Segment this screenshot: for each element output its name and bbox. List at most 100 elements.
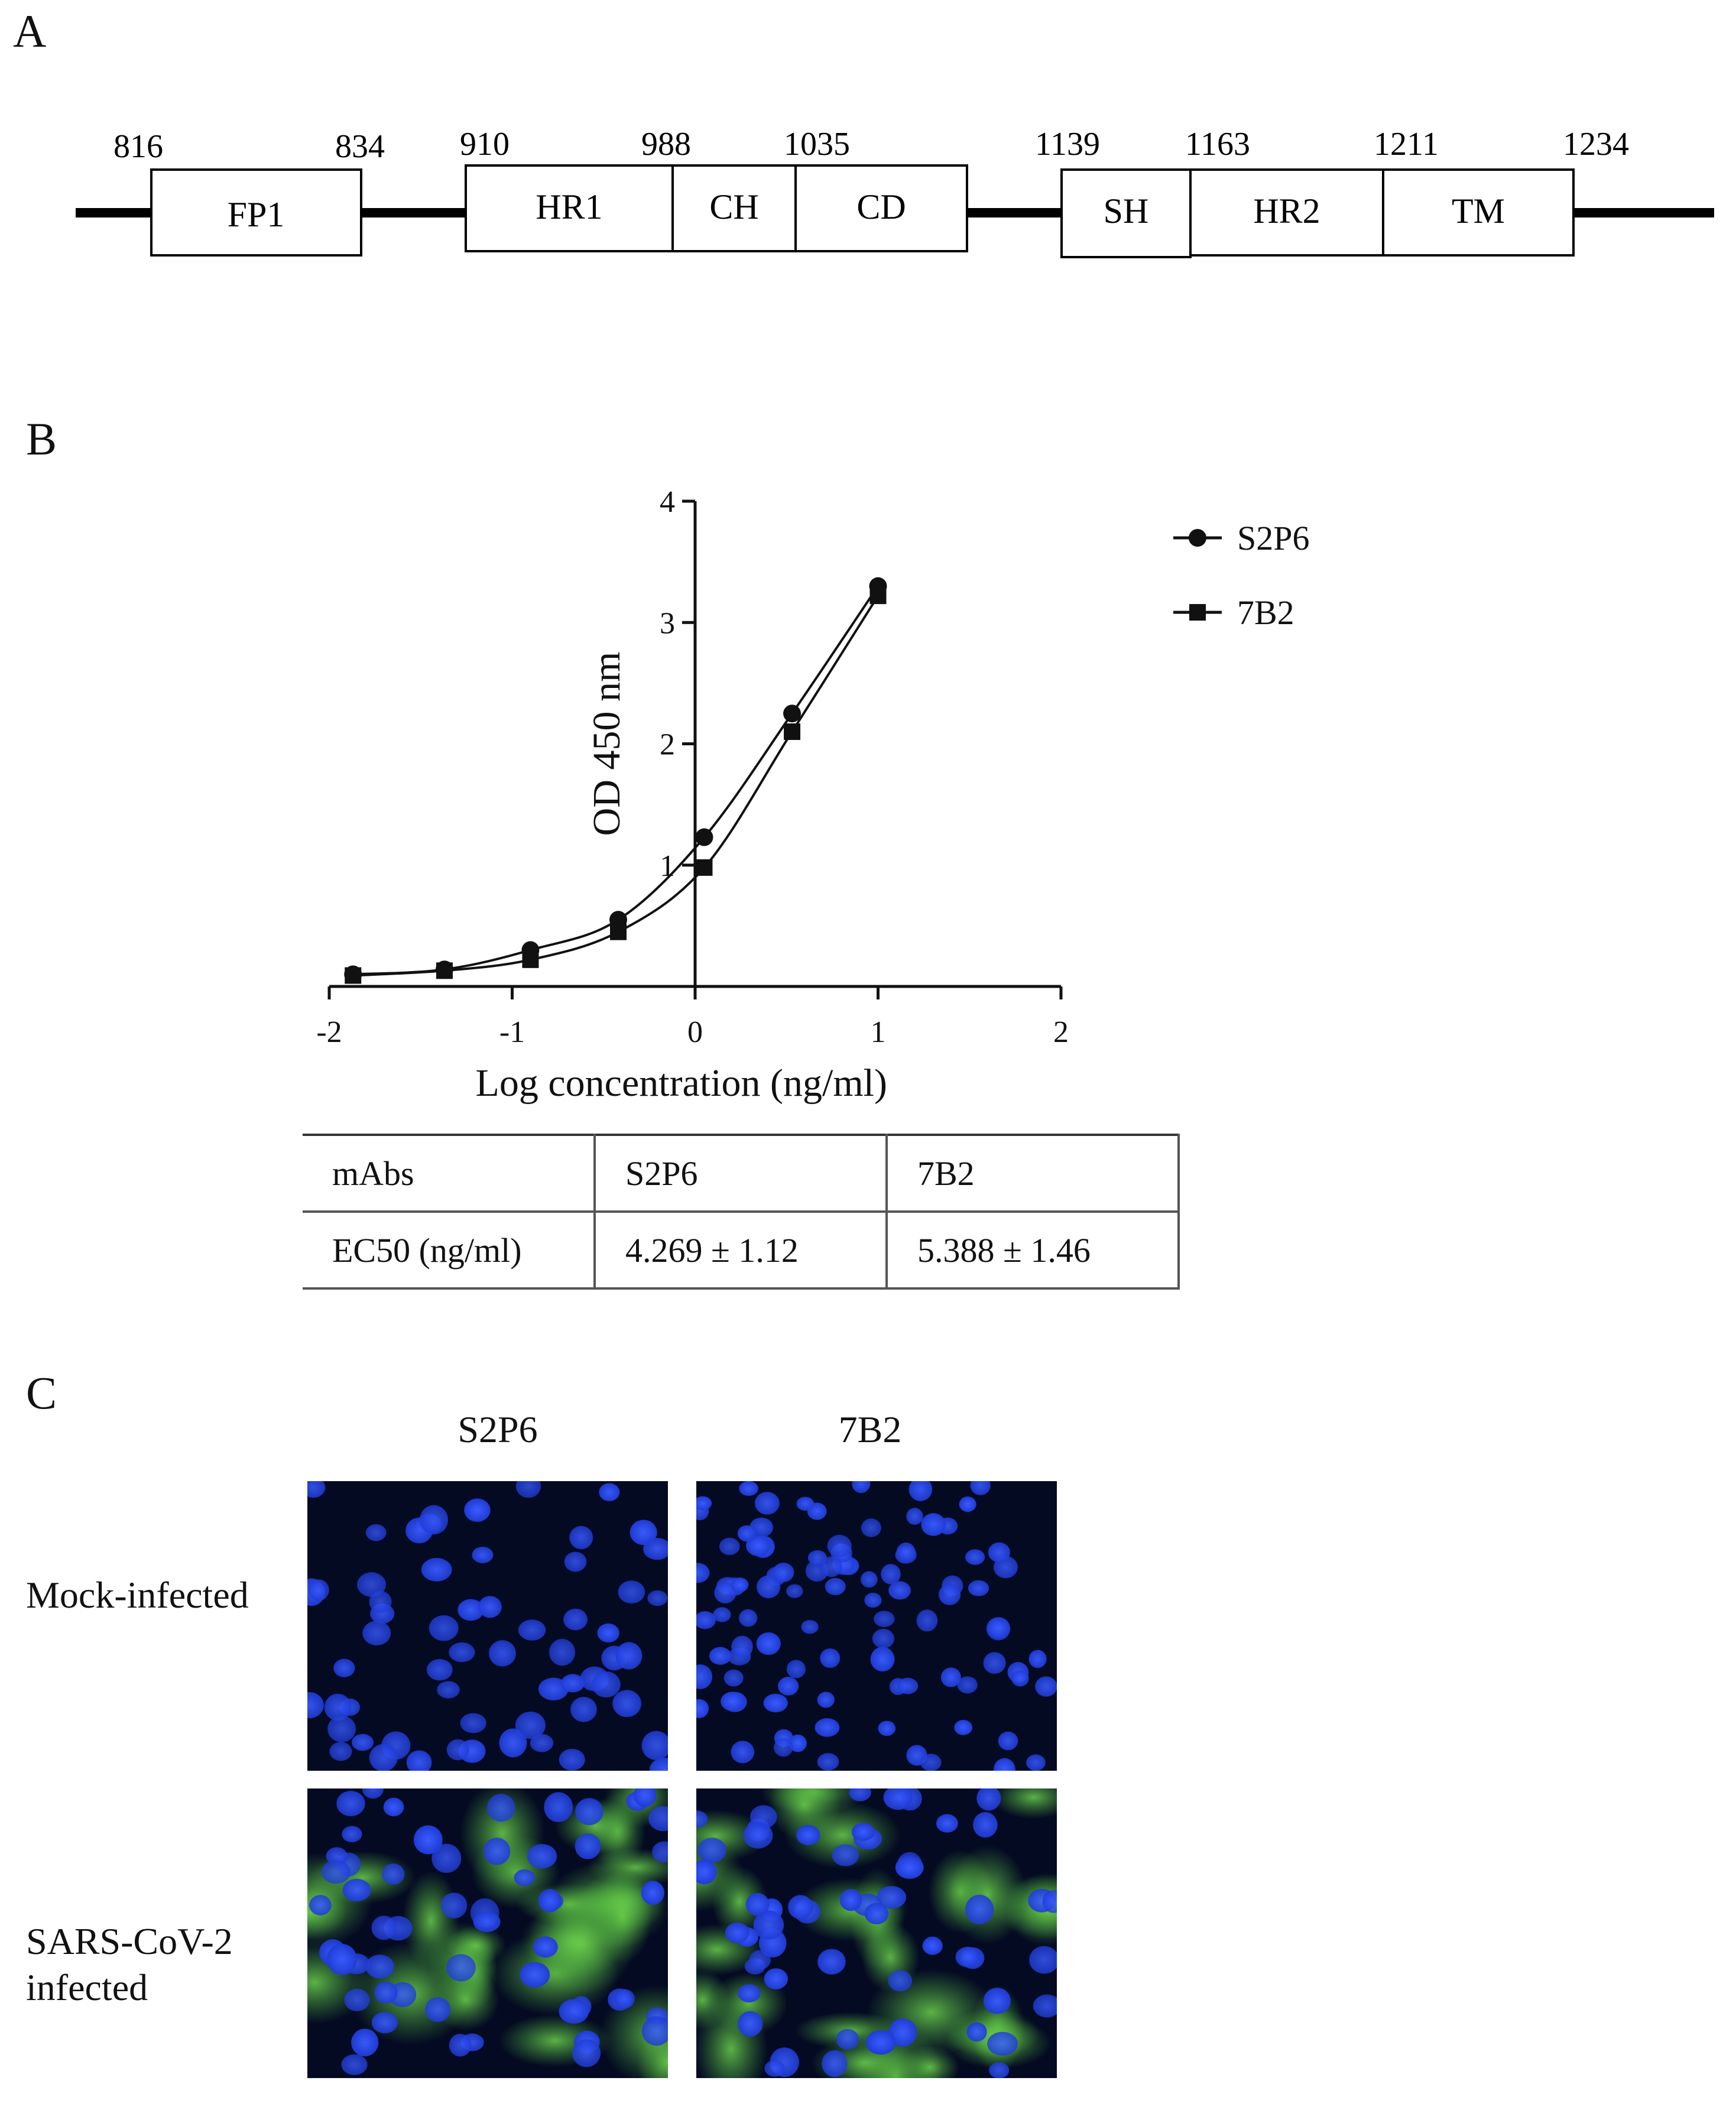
cell-nucleus	[723, 1669, 744, 1687]
cell-nucleus	[796, 1825, 820, 1845]
chart-points	[344, 577, 887, 984]
cell-nucleus	[820, 1556, 842, 1577]
cell-nucleus	[563, 1608, 588, 1631]
data-point-s2p6	[695, 828, 713, 846]
cell-nucleus	[778, 1677, 799, 1696]
cell-nucleus	[333, 1658, 355, 1677]
table-header-row: mAbs S2P6 7B2	[303, 1134, 1180, 1213]
cytoplasm-signal	[459, 1788, 546, 1887]
cell-nucleus	[696, 1664, 713, 1689]
cell-nucleus	[365, 1955, 394, 1979]
cell-nucleus	[696, 1859, 717, 1885]
cell-nucleus	[976, 1788, 1001, 1811]
cell-nucleus	[908, 1481, 933, 1501]
cell-nucleus	[464, 1498, 491, 1522]
cell-nucleus	[817, 1753, 839, 1771]
cytoplasm-signal	[586, 1848, 668, 1887]
cell-nucleus	[940, 1667, 961, 1687]
cell-nucleus	[746, 1535, 771, 1556]
cell-nucleus	[575, 1833, 601, 1859]
cell-nucleus	[987, 2031, 1018, 2056]
cell-nucleus	[648, 1806, 668, 1832]
domain-box-hr1	[465, 164, 674, 252]
x-tick-label: -2	[316, 1015, 342, 1049]
cell-nucleus	[449, 2034, 472, 2057]
cell-nucleus	[714, 1582, 736, 1603]
cell-nucleus	[1029, 1946, 1057, 1974]
cell-nucleus	[973, 1812, 998, 1838]
data-point-s2p6	[783, 705, 802, 723]
cell-nucleus	[731, 1635, 753, 1658]
domain-label-tm: TM	[1452, 191, 1505, 231]
cell-nucleus	[906, 1508, 923, 1525]
cell-nucleus	[696, 1810, 708, 1828]
cell-nucleus	[307, 1692, 324, 1719]
position-1035: 1035	[784, 126, 850, 163]
chart-legend: S2P6 7B2	[1173, 519, 1310, 632]
cell-nucleus	[329, 1742, 352, 1761]
cell-nucleus	[721, 1692, 745, 1712]
cell-nucleus	[860, 1571, 878, 1588]
cell-nucleus	[987, 1617, 1010, 1639]
cell-nucleus	[374, 1981, 398, 2004]
cell-nucleus	[881, 1563, 901, 1585]
y-tick-label: 2	[660, 728, 675, 762]
cell-nucleus	[561, 1674, 585, 1693]
domain-map: FP1 HR1 CH CD SH HR2 TM 816 834 910 988 …	[76, 126, 1714, 258]
cytoplasm-signal	[784, 1801, 901, 1869]
cell-nucleus	[406, 1750, 432, 1771]
cell-nucleus	[515, 1481, 541, 1498]
cell-nucleus	[357, 1572, 386, 1597]
cell-nucleus	[822, 2050, 848, 2077]
cell-nucleus	[489, 1640, 516, 1667]
x-axis-label: Log concentration (ng/ml)	[476, 1062, 887, 1105]
domain-label-ch: CH	[709, 187, 758, 226]
cell-nucleus	[321, 1860, 351, 1884]
cell-nucleus	[559, 1999, 589, 2024]
cell-nucleus	[998, 1731, 1018, 1751]
cell-nucleus	[1042, 1890, 1057, 1913]
cell-nucleus	[564, 1551, 587, 1572]
cell-nucleus	[371, 1916, 397, 1940]
cell-nucleus	[764, 2060, 785, 2077]
cell-nucleus	[612, 1690, 641, 1718]
cell-nucleus	[696, 1496, 712, 1511]
cell-nucleus	[484, 1838, 511, 1865]
cell-nucleus	[514, 1869, 535, 1886]
cell-nucleus	[437, 1681, 460, 1699]
cell-nucleus	[327, 1715, 356, 1742]
y-tick-label: 3	[660, 606, 675, 640]
cell-nucleus	[643, 1537, 668, 1560]
cell-nucleus	[888, 2018, 917, 2047]
table-cell: 4.269 ± 1.12	[593, 1210, 888, 1290]
cell-nucleus	[309, 1895, 332, 1916]
row-header-mock: Mock-infected	[26, 1574, 249, 1616]
cell-nucleus	[988, 1542, 1010, 1563]
cell-nucleus	[460, 1713, 486, 1734]
position-1139: 1139	[1035, 126, 1100, 163]
cell-nucleus	[888, 1970, 913, 1992]
cell-nucleus	[774, 1738, 793, 1757]
data-point-7b2	[522, 951, 539, 968]
data-point-7b2	[436, 962, 453, 979]
cell-nucleus	[538, 1888, 562, 1913]
domain-label-hr1: HR1	[536, 187, 602, 226]
cell-nucleus	[369, 1744, 398, 1771]
cell-nucleus	[1028, 1650, 1047, 1668]
cell-nucleus	[515, 1711, 546, 1739]
y-axis-label: OD 450 nm	[585, 652, 628, 836]
cell-nucleus	[749, 1950, 771, 1970]
cell-nucleus	[518, 1619, 546, 1641]
cell-nucleus	[696, 1611, 716, 1629]
residue-positions: 816 834 910 988 1035 1139 1163 1211 1234	[113, 126, 1629, 165]
cell-nucleus	[864, 1903, 889, 1924]
cell-nucleus	[739, 1481, 758, 1496]
cell-nucleus	[883, 1788, 913, 1810]
cell-nucleus	[959, 1497, 976, 1512]
cell-nucleus	[865, 2030, 896, 2055]
cell-nucleus	[954, 1719, 973, 1735]
cell-nucleus	[327, 1943, 358, 1975]
cell-nucleus	[697, 1838, 726, 1863]
ec50-table: mAbs S2P6 7B2 EC50 (ng/ml) 4.269 ± 1.12 …	[303, 1134, 1180, 1290]
